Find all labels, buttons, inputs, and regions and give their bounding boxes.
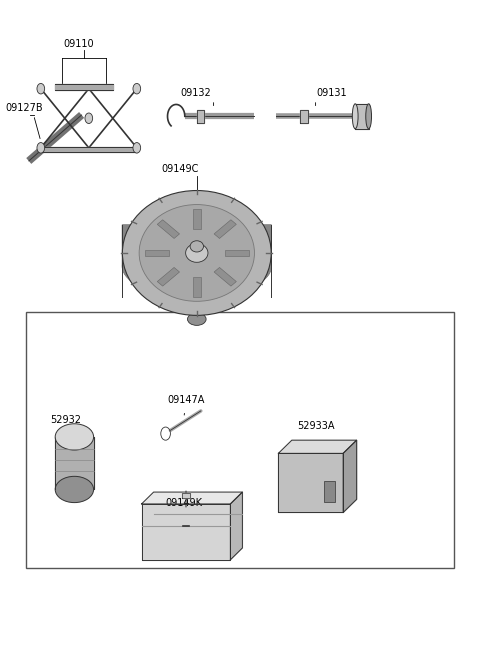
Text: 09131: 09131 <box>317 88 348 98</box>
Polygon shape <box>225 250 249 256</box>
Ellipse shape <box>122 191 271 315</box>
Text: 09149K: 09149K <box>166 498 203 508</box>
Polygon shape <box>193 209 201 229</box>
Polygon shape <box>142 504 230 560</box>
Polygon shape <box>122 225 271 297</box>
Polygon shape <box>157 267 180 286</box>
Ellipse shape <box>190 240 204 252</box>
Ellipse shape <box>139 204 254 302</box>
Polygon shape <box>142 492 242 504</box>
Text: 09132: 09132 <box>180 88 211 98</box>
Text: 09127B: 09127B <box>6 103 43 113</box>
Polygon shape <box>278 453 343 512</box>
Bar <box>26 312 454 568</box>
Polygon shape <box>55 437 94 489</box>
Polygon shape <box>197 110 204 123</box>
Bar <box>324 481 336 502</box>
Ellipse shape <box>186 244 208 262</box>
Circle shape <box>133 143 141 153</box>
Text: 09147A: 09147A <box>167 396 204 405</box>
Text: 09149C: 09149C <box>162 164 199 174</box>
Ellipse shape <box>122 235 271 297</box>
Circle shape <box>37 143 45 153</box>
Polygon shape <box>230 492 242 560</box>
Polygon shape <box>343 440 357 512</box>
Text: 52932: 52932 <box>50 415 82 425</box>
Polygon shape <box>214 220 236 238</box>
Polygon shape <box>145 250 168 256</box>
Circle shape <box>85 113 93 124</box>
Polygon shape <box>55 84 113 90</box>
Circle shape <box>37 83 45 94</box>
Text: 52933A: 52933A <box>298 421 335 431</box>
Polygon shape <box>157 220 180 238</box>
Ellipse shape <box>55 476 94 503</box>
Text: 09110: 09110 <box>64 39 95 49</box>
Polygon shape <box>214 267 236 286</box>
Ellipse shape <box>188 313 206 325</box>
Polygon shape <box>300 110 308 123</box>
Polygon shape <box>181 493 191 498</box>
Polygon shape <box>41 147 137 152</box>
Polygon shape <box>355 104 369 129</box>
Polygon shape <box>193 277 201 297</box>
Ellipse shape <box>366 104 372 129</box>
Circle shape <box>133 83 141 94</box>
Ellipse shape <box>55 424 94 450</box>
Polygon shape <box>278 440 357 453</box>
Ellipse shape <box>352 104 358 129</box>
Text: 09130D: 09130D <box>180 294 218 304</box>
